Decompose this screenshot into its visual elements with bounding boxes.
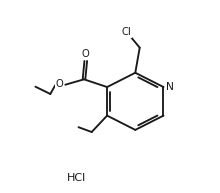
Text: Cl: Cl [122,27,131,37]
Text: HCl: HCl [67,173,87,183]
Text: O: O [82,49,90,59]
Text: N: N [165,82,173,92]
Text: O: O [56,79,63,89]
